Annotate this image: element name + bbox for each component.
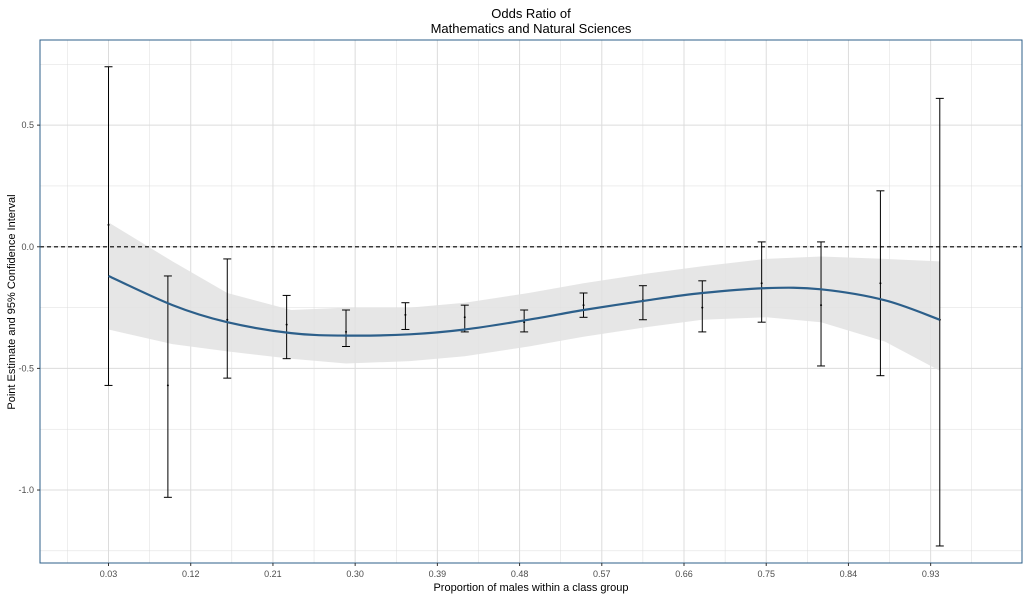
error-bar bbox=[817, 241, 826, 367]
point-estimate bbox=[879, 282, 882, 285]
smooth-line-layer bbox=[108, 274, 941, 337]
x-tick-label: 0.39 bbox=[429, 569, 447, 579]
error-bars-layer bbox=[104, 66, 944, 547]
point-estimate bbox=[404, 313, 407, 316]
x-tick-label: 0.03 bbox=[100, 569, 118, 579]
point-estimate bbox=[582, 304, 585, 307]
confidence-ribbon-layer bbox=[108, 222, 940, 371]
error-bar bbox=[342, 309, 351, 348]
x-tick-label: 0.66 bbox=[675, 569, 693, 579]
point-estimate bbox=[226, 318, 229, 321]
point-estimate bbox=[820, 304, 823, 307]
error-bar bbox=[104, 66, 113, 386]
error-bar bbox=[698, 280, 707, 333]
x-tick-label: 0.84 bbox=[840, 569, 858, 579]
x-axis-ticks: 0.03 0.12 0.21 0.30 0.39 0.48 0.57 0.66 0.75 0.84… bbox=[100, 563, 940, 579]
x-tick-label: 0.30 bbox=[346, 569, 364, 579]
x-axis-title: Proportion of males within a class group bbox=[433, 582, 628, 594]
y-tick-label: 0.5 bbox=[21, 120, 34, 130]
point-estimate bbox=[523, 321, 526, 324]
smooth-fit-line bbox=[108, 274, 941, 337]
error-bar bbox=[579, 292, 588, 318]
panel-border bbox=[39, 39, 1023, 564]
point-estimate bbox=[701, 306, 704, 309]
x-tick-label: 0.12 bbox=[182, 569, 200, 579]
point-estimate bbox=[166, 384, 169, 387]
error-bar bbox=[401, 302, 410, 330]
x-tick-label: 0.57 bbox=[593, 569, 611, 579]
y-tick-label: 0.0 bbox=[21, 242, 34, 252]
error-bar bbox=[282, 294, 291, 360]
y-tick-label: -1.0 bbox=[18, 485, 34, 495]
x-tick-label: 0.93 bbox=[922, 569, 940, 579]
point-estimate bbox=[463, 316, 466, 319]
point-estimate bbox=[760, 282, 763, 285]
y-axis-title: Point Estimate and 95% Confidence Interv… bbox=[6, 194, 18, 409]
y-axis-ticks: -1.0 -0.5 0.0 0.5 bbox=[18, 120, 40, 495]
point-estimate bbox=[345, 330, 348, 333]
error-bar bbox=[223, 258, 232, 379]
x-tick-label: 0.48 bbox=[511, 569, 529, 579]
chart-subtitle: Mathematics and Natural Sciences bbox=[431, 21, 632, 36]
point-estimate bbox=[107, 223, 110, 226]
error-bar bbox=[163, 275, 172, 498]
point-estimate bbox=[285, 323, 288, 326]
x-tick-label: 0.21 bbox=[264, 569, 282, 579]
x-tick-label: 0.75 bbox=[757, 569, 775, 579]
smooth-confidence-ribbon bbox=[108, 222, 940, 371]
error-bar bbox=[757, 241, 766, 323]
error-bar bbox=[876, 190, 885, 377]
panel-border-layer bbox=[39, 39, 1023, 564]
error-bar bbox=[460, 304, 469, 333]
chart-title: Odds Ratio of bbox=[491, 6, 571, 21]
y-tick-label: -0.5 bbox=[18, 363, 34, 373]
